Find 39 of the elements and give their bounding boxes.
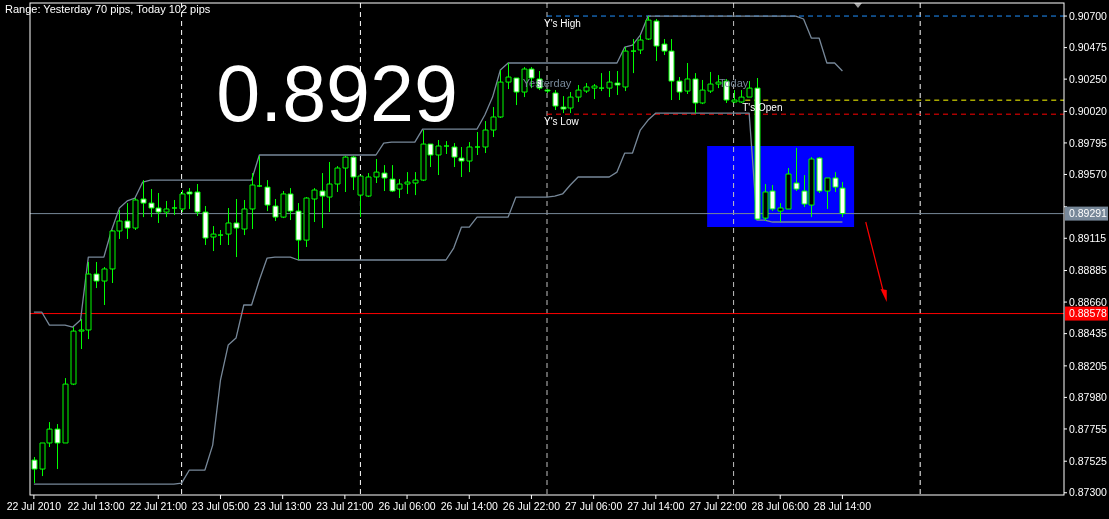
- candlestick: [544, 88, 551, 94]
- x-tick-label: 27 Jul 06:00: [565, 500, 623, 512]
- y-tick-label: 0.87525: [1069, 454, 1108, 467]
- x-tick-label: 22 Jul 13:00: [67, 500, 125, 512]
- chart-title: Range: Yesterday 70 pips, Today 102 pips: [5, 3, 211, 15]
- x-tick-label: 28 Jul 14:00: [813, 500, 872, 512]
- x-tick-label: 23 Jul 13:00: [254, 500, 312, 512]
- y-tick-label: 0.88205: [1069, 359, 1108, 372]
- ref-line-label: 0.88578: [1069, 307, 1108, 320]
- x-tick-label: 26 Jul 14:00: [440, 500, 499, 512]
- y-tick-label: 0.90700: [1069, 9, 1108, 22]
- x-tick-label: 27 Jul 22:00: [689, 500, 747, 512]
- x-tick-label: 26 Jul 06:00: [378, 500, 436, 512]
- candlestick: [474, 131, 481, 156]
- annotation: 0.8929: [216, 49, 458, 138]
- ref-line-label: Y's Low: [544, 116, 580, 128]
- y-tick-label: 0.89570: [1069, 168, 1108, 181]
- y-tick-label: 0.90250: [1069, 72, 1108, 85]
- x-tick-label: 28 Jul 06:00: [751, 500, 809, 512]
- y-tick-label: 0.90020: [1069, 105, 1108, 118]
- y-tick-label: 0.89795: [1069, 136, 1108, 149]
- x-tick-label: 22 Jul 2010: [6, 500, 62, 512]
- x-tick-label: 23 Jul 05:00: [191, 500, 250, 512]
- ref-line-label: 0.89291: [1069, 207, 1108, 220]
- x-tick-label: 22 Jul 21:00: [129, 500, 188, 512]
- x-tick-label: 26 Jul 22:00: [502, 500, 561, 512]
- candlestick: [171, 199, 178, 216]
- y-tick-label: 0.90475: [1069, 41, 1108, 54]
- ref-line-label: Y's High: [544, 18, 581, 30]
- x-tick-label: 27 Jul 14:00: [627, 500, 685, 512]
- y-tick-label: 0.87300: [1069, 486, 1108, 499]
- y-tick-label: 0.89115: [1069, 231, 1107, 244]
- candlestick: [443, 140, 450, 155]
- y-tick-label: 0.88885: [1069, 264, 1108, 277]
- y-tick-label: 0.88435: [1069, 327, 1108, 340]
- y-tick-label: 0.87980: [1069, 391, 1108, 404]
- x-tick-label: 23 Jul 21:00: [316, 500, 374, 512]
- y-tick-label: 0.87755: [1069, 422, 1108, 435]
- y-tick-label: 0.88660: [1069, 295, 1108, 308]
